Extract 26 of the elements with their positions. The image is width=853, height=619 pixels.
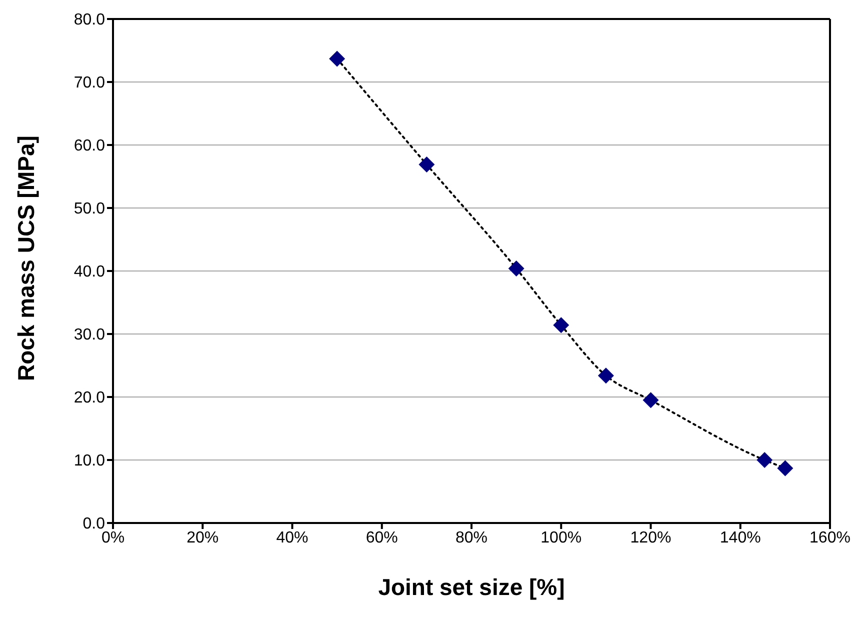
point bbox=[777, 460, 794, 476]
x-tick-label: 160% bbox=[810, 529, 850, 546]
point bbox=[329, 50, 346, 67]
x-tick-label: 140% bbox=[720, 529, 761, 546]
y-tick-label: 40.0 bbox=[74, 264, 106, 281]
y-axis-title: Rock mass UCS [MPa] bbox=[13, 136, 40, 381]
x-tick-label: 60% bbox=[366, 529, 398, 546]
point bbox=[598, 368, 614, 384]
x-axis-title: Joint set size [%] bbox=[378, 574, 565, 600]
x-tick-label: 80% bbox=[455, 529, 488, 546]
y-tick-label: 20.0 bbox=[74, 390, 106, 407]
x-tick-label: 100% bbox=[540, 529, 582, 546]
point bbox=[418, 156, 435, 173]
point bbox=[508, 260, 524, 276]
point bbox=[642, 392, 659, 408]
y-tick-label: 10.0 bbox=[74, 452, 106, 470]
x-tick-label: 120% bbox=[630, 529, 672, 546]
y-tick-label: 80.0 bbox=[74, 12, 106, 29]
y-tick-label: 30.0 bbox=[74, 326, 106, 344]
point bbox=[553, 317, 570, 334]
y-tick-label: 60.0 bbox=[74, 138, 106, 155]
y-tick-label: 50.0 bbox=[74, 200, 106, 218]
x-tick-label: 20% bbox=[186, 529, 219, 546]
x-tick-label: 40% bbox=[276, 529, 308, 546]
point bbox=[756, 452, 773, 468]
y-tick-label: 70.0 bbox=[74, 74, 106, 92]
